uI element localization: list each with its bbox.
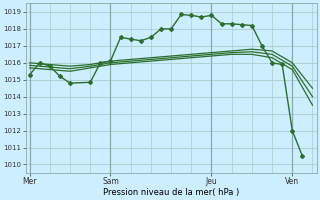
X-axis label: Pression niveau de la mer( hPa ): Pression niveau de la mer( hPa ) (103, 188, 239, 197)
